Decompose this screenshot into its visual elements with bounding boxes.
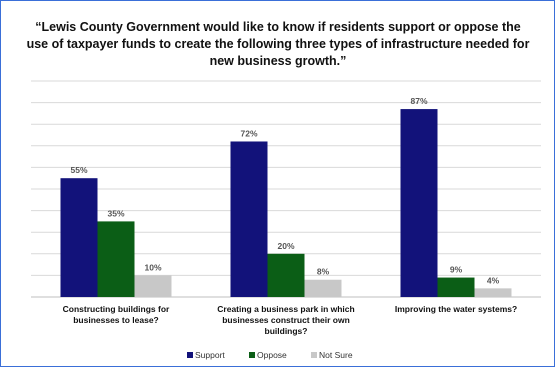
data-label-not-sure: 4%	[487, 275, 500, 285]
category-label: Constructing buildings for businesses to …	[63, 304, 170, 325]
bar-not-sure	[134, 275, 172, 297]
legend-label-support: Support	[195, 350, 225, 360]
data-label-not-sure: 8%	[317, 267, 330, 277]
category-label: Improving the water systems?	[395, 304, 517, 314]
data-label-support: 87%	[410, 96, 427, 106]
category-label: Creating a business park in which busines…	[217, 304, 354, 336]
legend-label-not-sure: Not Sure	[319, 350, 353, 360]
legend-swatch-oppose	[249, 352, 255, 358]
legend-swatch-support	[187, 352, 193, 358]
bar-support	[60, 178, 98, 297]
data-label-oppose: 20%	[277, 241, 294, 251]
data-label-oppose: 9%	[450, 265, 463, 275]
chart-title: “Lewis County Government would like to k…	[27, 20, 530, 68]
legend-swatch-not-sure	[311, 352, 317, 358]
bar-oppose	[267, 253, 305, 297]
data-label-not-sure: 10%	[144, 262, 161, 272]
legend-label-oppose: Oppose	[257, 350, 287, 360]
bar-oppose	[97, 221, 135, 297]
data-label-support: 72%	[240, 128, 257, 138]
bar-support	[230, 141, 268, 297]
bar-support	[400, 109, 438, 297]
bar-not-sure	[304, 279, 342, 297]
bar-not-sure	[474, 288, 512, 297]
data-label-support: 55%	[70, 165, 87, 175]
bar-oppose	[437, 277, 475, 297]
data-label-oppose: 35%	[107, 208, 124, 218]
